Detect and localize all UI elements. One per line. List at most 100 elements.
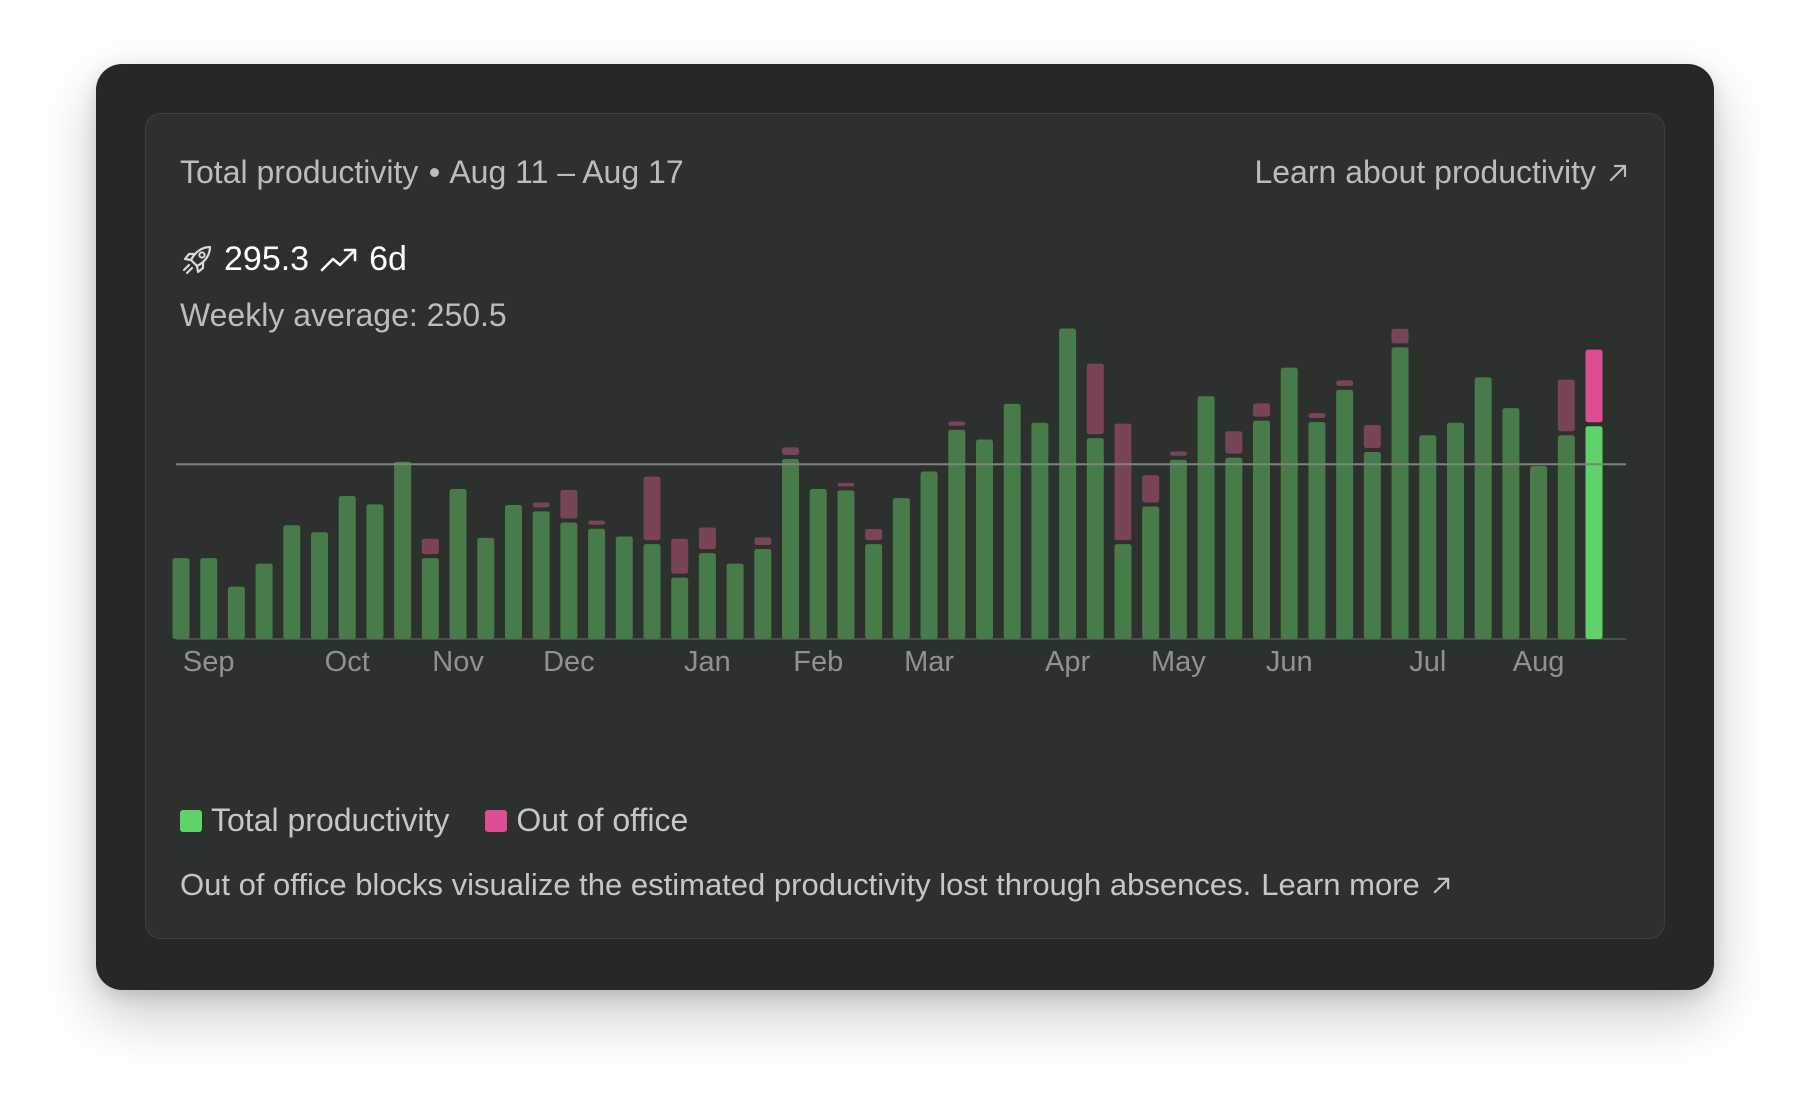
out-of-office-bar[interactable] — [1253, 403, 1271, 417]
productivity-bar[interactable] — [532, 511, 550, 639]
out-of-office-bar[interactable] — [1114, 423, 1132, 541]
out-of-office-bar[interactable] — [1142, 475, 1160, 503]
out-of-office-bar[interactable] — [588, 520, 606, 525]
productivity-bar[interactable] — [726, 563, 744, 639]
legend-swatch-ooo — [485, 809, 508, 832]
productivity-bar[interactable] — [1031, 422, 1049, 639]
productivity-bar[interactable] — [1391, 347, 1409, 639]
month-tick-label: Jul — [1409, 646, 1446, 678]
productivity-bar[interactable] — [1086, 438, 1104, 639]
productivity-bar[interactable] — [227, 586, 245, 639]
productivity-bar[interactable] — [865, 544, 883, 639]
productivity-bar[interactable] — [311, 532, 329, 639]
productivity-bar[interactable] — [1585, 426, 1603, 639]
productivity-bar[interactable] — [1446, 422, 1464, 639]
month-tick-label: Sep — [183, 646, 235, 678]
productivity-bar[interactable] — [1557, 435, 1575, 639]
out-of-office-bar[interactable] — [671, 538, 689, 574]
productivity-bar[interactable] — [560, 522, 578, 639]
out-of-office-bar[interactable] — [865, 528, 883, 541]
productivity-bar[interactable] — [338, 495, 356, 639]
productivity-bar[interactable] — [172, 558, 190, 639]
month-tick-label: Jun — [1266, 646, 1313, 678]
out-of-office-bar[interactable] — [948, 421, 966, 426]
productivity-bar[interactable] — [504, 505, 522, 639]
out-of-office-bar[interactable] — [421, 538, 439, 555]
productivity-bar[interactable] — [975, 439, 993, 639]
productivity-bar[interactable] — [1280, 367, 1298, 639]
out-of-office-bar[interactable] — [1557, 379, 1575, 432]
productivity-bar[interactable] — [920, 471, 938, 639]
productivity-bar[interactable] — [1363, 452, 1381, 639]
productivity-bar[interactable] — [588, 528, 606, 639]
out-of-office-bar[interactable] — [782, 447, 800, 455]
productivity-bar[interactable] — [643, 544, 661, 639]
external-arrow-icon — [1433, 877, 1449, 893]
month-tick-label: Dec — [543, 646, 595, 678]
productivity-bar[interactable] — [754, 549, 772, 639]
footer-note: Out of office blocks visualize the estim… — [180, 867, 1451, 903]
weekly-average: Weekly average: 250.5 — [180, 297, 507, 333]
productivity-bar[interactable] — [948, 429, 966, 639]
productivity-bar[interactable] — [1253, 420, 1271, 639]
out-of-office-bar[interactable] — [837, 482, 855, 487]
out-of-office-bar[interactable] — [1363, 425, 1381, 449]
month-tick-label: Jan — [684, 646, 731, 678]
month-tick-label: May — [1151, 646, 1206, 678]
out-of-office-bar[interactable] — [1169, 451, 1187, 456]
productivity-bar[interactable] — [255, 563, 273, 639]
footer-note-text: Out of office blocks visualize the estim… — [180, 867, 1252, 902]
productivity-bar[interactable] — [1502, 408, 1520, 639]
out-of-office-bar[interactable] — [1225, 431, 1243, 454]
productivity-bar[interactable] — [1003, 403, 1021, 639]
productivity-bar[interactable] — [1336, 389, 1354, 639]
productivity-bar[interactable] — [782, 459, 800, 639]
productivity-bar[interactable] — [200, 558, 218, 639]
productivity-value: 295.3 — [224, 240, 310, 278]
productivity-bar[interactable] — [1474, 377, 1492, 639]
month-tick-label: Apr — [1045, 646, 1090, 678]
productivity-bar[interactable] — [1225, 457, 1243, 639]
productivity-bar[interactable] — [1530, 465, 1548, 639]
productivity-bar[interactable] — [1114, 544, 1132, 639]
out-of-office-bar[interactable] — [754, 537, 772, 545]
productivity-bar[interactable] — [698, 553, 716, 639]
productivity-bar[interactable] — [615, 536, 633, 639]
productivity-bar[interactable] — [809, 489, 827, 639]
out-of-office-bar[interactable] — [1086, 363, 1104, 435]
productivity-bar[interactable] — [1142, 506, 1160, 639]
month-tick-label: Nov — [432, 646, 484, 678]
out-of-office-bar[interactable] — [643, 476, 661, 541]
external-arrow-icon — [1609, 164, 1627, 181]
productivity-bar[interactable] — [366, 504, 384, 639]
out-of-office-bar[interactable] — [1391, 328, 1409, 344]
trend-duration: 6d — [369, 240, 407, 278]
productivity-bar[interactable] — [671, 577, 689, 639]
window-frame: Total productivity Aug 11 – Aug 17 Learn … — [96, 64, 1714, 990]
productivity-bar[interactable] — [477, 537, 495, 639]
out-of-office-bar[interactable] — [1336, 380, 1354, 386]
out-of-office-bar[interactable] — [698, 527, 716, 550]
metric-row: 295.3 6d — [180, 240, 407, 279]
productivity-bar[interactable] — [421, 558, 439, 639]
productivity-bar[interactable] — [1419, 435, 1437, 639]
productivity-bar[interactable] — [837, 490, 855, 639]
productivity-bar[interactable] — [394, 461, 412, 639]
learn-more-link[interactable]: Learn more — [1261, 867, 1451, 903]
out-of-office-bar[interactable] — [560, 489, 578, 519]
productivity-bar[interactable] — [892, 498, 910, 639]
card-header: Total productivity Aug 11 – Aug 17 — [180, 154, 684, 191]
out-of-office-bar[interactable] — [532, 502, 550, 508]
productivity-bar[interactable] — [1197, 396, 1215, 639]
productivity-bar[interactable] — [1169, 459, 1187, 639]
productivity-bar[interactable] — [283, 525, 301, 639]
learn-about-productivity-link[interactable]: Learn about productivity — [1254, 154, 1628, 191]
out-of-office-bar[interactable] — [1585, 349, 1603, 423]
out-of-office-bar[interactable] — [1308, 413, 1326, 419]
productivity-bar[interactable] — [1059, 328, 1077, 639]
legend-item-total: Total productivity — [180, 802, 449, 839]
productivity-bar[interactable] — [1308, 422, 1326, 639]
productivity-card: Total productivity Aug 11 – Aug 17 Learn … — [145, 113, 1665, 939]
productivity-bar[interactable] — [449, 489, 467, 639]
rocket-icon — [182, 245, 212, 274]
